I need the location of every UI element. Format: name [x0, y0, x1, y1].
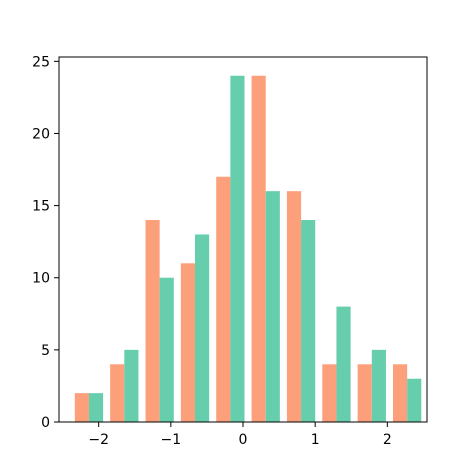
bar-series-2-bin-1 — [88, 393, 104, 422]
plot-frame — [58, 56, 428, 423]
x-tick-label: 0 — [239, 432, 248, 448]
x-tick-label: −2 — [88, 432, 109, 448]
x-tick-label: 2 — [383, 432, 392, 448]
bar-series-1-bin-1 — [74, 393, 89, 422]
bar-series-2-bin-7 — [301, 220, 316, 422]
y-tick-label: 15 — [32, 199, 50, 215]
x-tick-label: 1 — [311, 432, 320, 448]
bar-series-2-bin-6 — [265, 191, 280, 422]
y-tick-label: 0 — [41, 415, 50, 431]
bars-group — [74, 75, 422, 422]
x-tick-label: −1 — [161, 432, 182, 448]
bar-series-2-bin-5 — [230, 75, 245, 422]
bar-series-1-bin-2 — [110, 364, 125, 422]
bar-series-1-bin-5 — [216, 176, 231, 422]
bar-series-2-bin-4 — [195, 234, 210, 422]
bar-series-1-bin-6 — [251, 75, 266, 422]
bar-series-1-bin-4 — [180, 263, 196, 422]
bar-series-2-bin-10 — [407, 378, 422, 422]
bar-series-2-bin-9 — [371, 349, 386, 422]
y-tick-label: 10 — [32, 271, 50, 287]
bar-series-1-bin-8 — [322, 364, 337, 422]
bar-series-1-bin-10 — [393, 364, 408, 422]
y-tick-label: 20 — [32, 126, 50, 142]
bar-series-2-bin-8 — [336, 306, 351, 422]
bar-series-2-bin-2 — [124, 349, 139, 422]
y-tick-label: 25 — [32, 54, 50, 70]
bar-series-2-bin-3 — [159, 277, 174, 422]
y-tick-label: 5 — [41, 343, 50, 359]
bar-series-1-bin-7 — [286, 191, 302, 422]
bar-series-1-bin-3 — [145, 220, 160, 422]
bar-series-1-bin-9 — [357, 364, 372, 422]
